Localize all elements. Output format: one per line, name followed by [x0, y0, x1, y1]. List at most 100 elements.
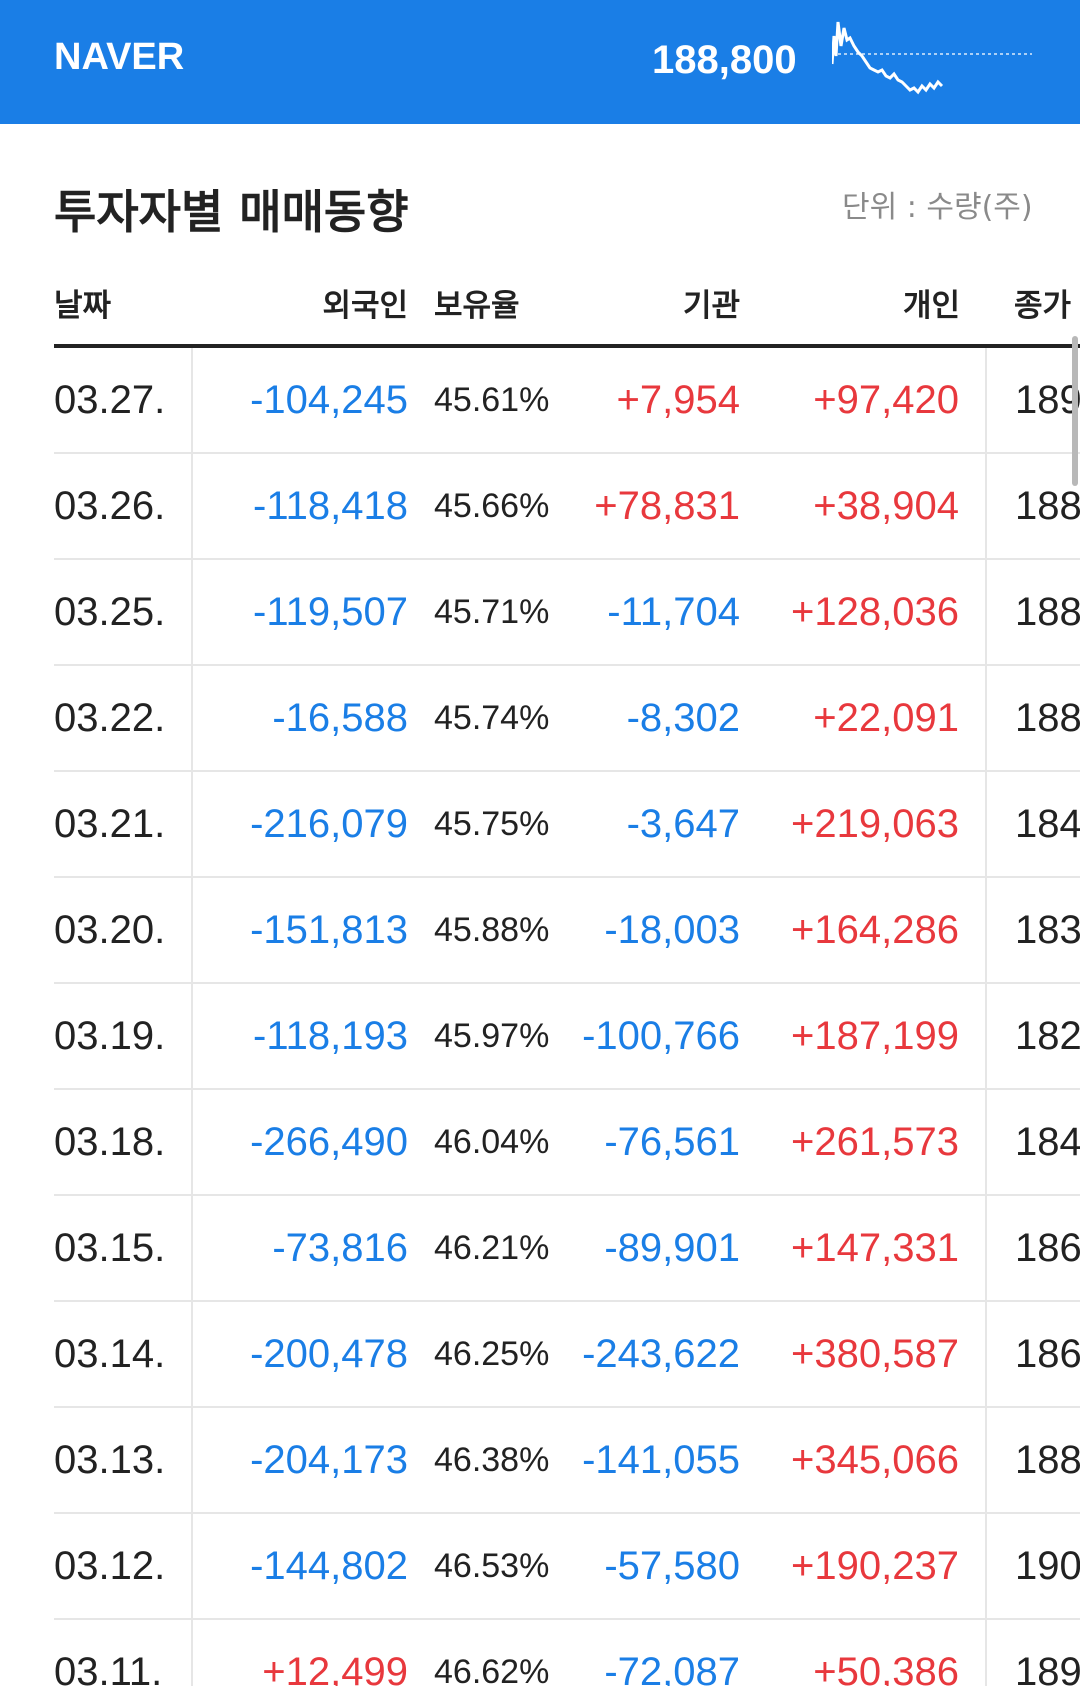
row-close-price: 189,300: [986, 346, 1080, 454]
row-foreign: -104,245: [191, 346, 434, 454]
row-close-price: 186,100: [986, 1195, 1080, 1302]
row-foreign: -118,418: [191, 453, 434, 560]
row-date: 03.13.: [54, 1407, 192, 1514]
scrollbar[interactable]: [1072, 336, 1078, 486]
row-close-price: 190,500: [986, 1513, 1080, 1620]
header-individual: 개인: [766, 260, 986, 348]
row-foreign: -144,802: [191, 1513, 434, 1620]
row-close-price: 182,600: [986, 983, 1080, 1090]
row-ownership: 46.25%: [434, 1301, 560, 1408]
row-institution: -57,580: [560, 1513, 766, 1620]
row-foreign: -119,507: [191, 559, 434, 666]
row-institution: +78,831: [560, 453, 766, 560]
row-date: 03.14.: [54, 1301, 192, 1408]
row-individual: +147,331: [766, 1195, 987, 1302]
row-ownership: 45.74%: [434, 665, 560, 772]
table-row: 03.26.-118,41845.66%+78,831+38,904188,90…: [54, 453, 1080, 560]
table-row: 03.21.-216,07945.75%-3,647+219,063184,40…: [54, 771, 1080, 878]
header-institution: 기관: [560, 260, 766, 348]
row-close-price: 184,400: [986, 771, 1080, 878]
row-ownership: 45.71%: [434, 559, 560, 666]
section-title: 투자자별 매매동향: [54, 185, 409, 239]
row-institution: -72,087: [560, 1619, 766, 1686]
row-individual: +219,063: [766, 771, 987, 878]
stock-header-bar: NAVER 188,800: [0, 0, 1080, 124]
row-individual: +261,573: [766, 1089, 987, 1196]
investor-trading-table[interactable]: 날짜 외국인 보유율 기관 개인 종가 03.27. -104,245 45.61%…: [54, 260, 1080, 1686]
row-institution: +7,954: [560, 346, 766, 454]
table-row: 03.25.-119,50745.71%-11,704+128,036188,0…: [54, 559, 1080, 666]
row-close-price: 186,800: [986, 1301, 1080, 1408]
row-ownership: 46.53%: [434, 1513, 560, 1620]
row-foreign: -204,173: [191, 1407, 434, 1514]
header-close-price: 종가: [986, 260, 1080, 348]
row-institution: -18,003: [560, 877, 766, 984]
row-foreign: -73,816: [191, 1195, 434, 1302]
row-institution: -76,561: [560, 1089, 766, 1196]
row-individual: +190,237: [766, 1513, 987, 1620]
row-foreign: -216,079: [191, 771, 434, 878]
row-individual: +22,091: [766, 665, 987, 772]
table-row: 03.18.-266,49046.04%-76,561+261,573184,1…: [54, 1089, 1080, 1196]
row-individual: +380,587: [766, 1301, 987, 1408]
row-individual: +345,066: [766, 1407, 987, 1514]
row-foreign: -16,588: [191, 665, 434, 772]
row-ownership: 45.97%: [434, 983, 560, 1090]
row-date: 03.11.: [54, 1619, 192, 1686]
row-foreign: +12,499: [191, 1619, 434, 1686]
row-foreign: -118,193: [191, 983, 434, 1090]
row-ownership: 45.66%: [434, 453, 560, 560]
row-date: 03.27.: [54, 346, 192, 454]
row-date: 03.18.: [54, 1089, 192, 1196]
row-ownership: 45.88%: [434, 877, 560, 984]
table-row: 03.13.-204,17346.38%-141,055+345,066188,…: [54, 1407, 1080, 1514]
row-close-price: 188,000: [986, 559, 1080, 666]
row-individual: +187,199: [766, 983, 987, 1090]
row-close-price: 184,100: [986, 1089, 1080, 1196]
row-institution: -8,302: [560, 665, 766, 772]
row-date: 03.26.: [54, 453, 192, 560]
row-individual: +38,904: [766, 453, 987, 560]
row-close-price: 183,100: [986, 877, 1080, 984]
header-foreign: 외국인: [192, 260, 434, 348]
table-row: 03.19.-118,19345.97%-100,766+187,199182,…: [54, 983, 1080, 1090]
unit-label: 단위 : 수량(주): [842, 190, 1033, 225]
row-institution: -3,647: [560, 771, 766, 878]
row-close-price: 188,900: [986, 665, 1080, 772]
table-header-row: 날짜 외국인 보유율 기관 개인 종가: [54, 260, 1080, 348]
row-institution: -89,901: [560, 1195, 766, 1302]
header-ownership: 보유율: [434, 260, 560, 348]
row-individual: +50,386: [766, 1619, 987, 1686]
table-row: 03.12.-144,80246.53%-57,580+190,237190,5…: [54, 1513, 1080, 1620]
row-ownership: 46.21%: [434, 1195, 560, 1302]
row-institution: -11,704: [560, 559, 766, 666]
row-ownership: 46.62%: [434, 1619, 560, 1686]
intraday-sparkline-icon[interactable]: [832, 16, 1032, 102]
row-date: 03.22.: [54, 665, 192, 772]
row-individual: +97,420: [766, 346, 987, 454]
row-date: 03.12.: [54, 1513, 192, 1620]
row-institution: -100,766: [560, 983, 766, 1090]
table-row: 03.15.-73,81646.21%-89,901+147,331186,10…: [54, 1195, 1080, 1302]
row-date: 03.19.: [54, 983, 192, 1090]
row-date: 03.20.: [54, 877, 192, 984]
row-individual: +164,286: [766, 877, 987, 984]
row-close-price: 188,400: [986, 1407, 1080, 1514]
header-date: 날짜: [54, 260, 192, 348]
table-row: 03.14.-200,47846.25%-243,622+380,587186,…: [54, 1301, 1080, 1408]
row-close-price: 188,900: [986, 453, 1080, 560]
row-close-price: 189,900: [986, 1619, 1080, 1686]
current-price: 188,800: [652, 38, 797, 82]
row-date: 03.25.: [54, 559, 192, 666]
row-institution: -243,622: [560, 1301, 766, 1408]
row-ownership: 45.75%: [434, 771, 560, 878]
row-ownership: 46.38%: [434, 1407, 560, 1514]
row-individual: +128,036: [766, 559, 987, 666]
row-foreign: -266,490: [191, 1089, 434, 1196]
row-date: 03.15.: [54, 1195, 192, 1302]
stock-name[interactable]: NAVER: [54, 36, 185, 78]
row-ownership: 46.04%: [434, 1089, 560, 1196]
row-foreign: -200,478: [191, 1301, 434, 1408]
